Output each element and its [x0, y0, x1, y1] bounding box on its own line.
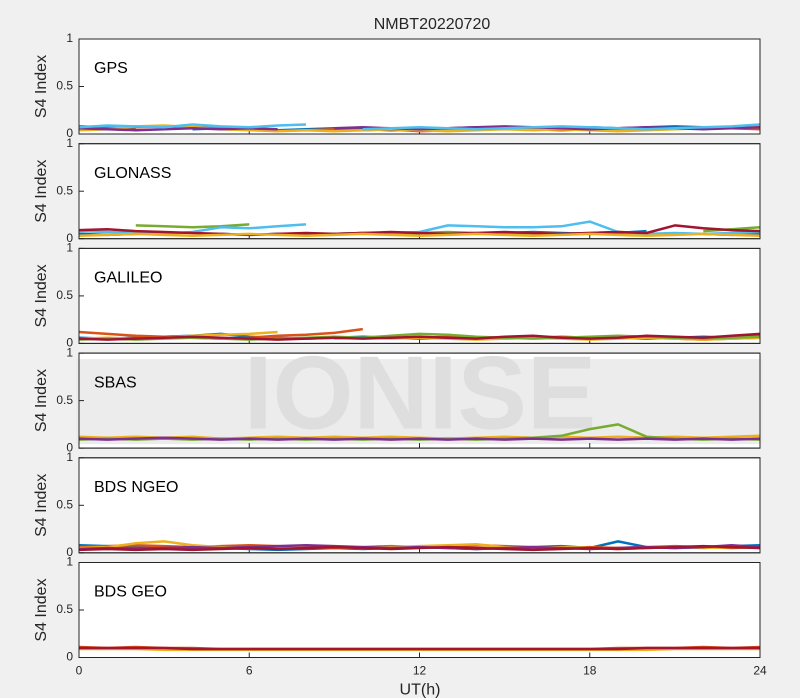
panel-label: GALILEO [94, 270, 162, 287]
y-tick-label: 1 [66, 555, 73, 569]
y-tick-label: 0.5 [56, 183, 73, 197]
panel-label: GLONASS [94, 165, 171, 182]
y-tick-label: 0.5 [56, 497, 73, 511]
y-tick-label: 0.5 [56, 602, 73, 616]
y-axis-label: S4 Index [33, 369, 50, 432]
y-axis-label: S4 Index [33, 160, 50, 223]
axes [78, 38, 761, 135]
x-tick-label: 0 [76, 664, 83, 678]
y-tick-label: 0.5 [56, 393, 73, 407]
axes [78, 562, 761, 658]
axes [78, 143, 761, 240]
y-tick-label: 0.5 [56, 79, 73, 93]
axes-frame [78, 562, 761, 658]
y-tick-label: 0 [66, 126, 73, 140]
series-line [78, 544, 761, 552]
y-tick-label: 0 [66, 336, 73, 350]
axes-frame [78, 247, 761, 344]
series-line [78, 232, 761, 238]
x-axis-label: UT(h) [400, 682, 441, 698]
x-tick-label: 12 [413, 664, 427, 678]
watermark-band [76, 359, 763, 445]
y-tick-label: 1 [66, 345, 73, 359]
y-tick-label: 0 [66, 231, 73, 245]
watermark: IONISE [244, 336, 597, 452]
y-axis-label: S4 Index [33, 578, 50, 641]
y-tick-label: 0 [66, 545, 73, 559]
y-tick-label: 1 [66, 450, 73, 464]
series-line [79, 646, 760, 651]
x-tick-label: 24 [753, 664, 767, 678]
y-tick-label: 0 [66, 650, 73, 664]
x-tick-label: 6 [246, 664, 253, 678]
y-axis-label: S4 Index [33, 264, 50, 327]
y-tick-label: 1 [66, 241, 73, 255]
axes-frame [78, 352, 761, 449]
y-tick-label: 0 [66, 440, 73, 454]
y-axis-label: S4 Index [33, 474, 50, 537]
panel-label: BDS GEO [94, 584, 167, 601]
y-tick-label: 0.5 [56, 288, 73, 302]
y-axis-label: S4 Index [33, 55, 50, 118]
axes-frame [78, 143, 761, 240]
axes-frame [78, 457, 761, 554]
y-tick-label: 1 [66, 136, 73, 150]
figure-title: NMBT20220720 [374, 16, 491, 33]
series-line [78, 332, 761, 341]
series-line [78, 436, 761, 441]
axes [78, 247, 761, 344]
series-line [78, 123, 761, 131]
axes [78, 457, 761, 554]
panel-label: SBAS [94, 374, 137, 391]
panel-label: GPS [94, 60, 128, 77]
x-tick-label: 18 [583, 664, 597, 678]
panel-label: BDS NGEO [94, 479, 178, 496]
y-tick-label: 1 [66, 31, 73, 45]
series-line [78, 224, 761, 237]
axes-frame [78, 38, 761, 135]
